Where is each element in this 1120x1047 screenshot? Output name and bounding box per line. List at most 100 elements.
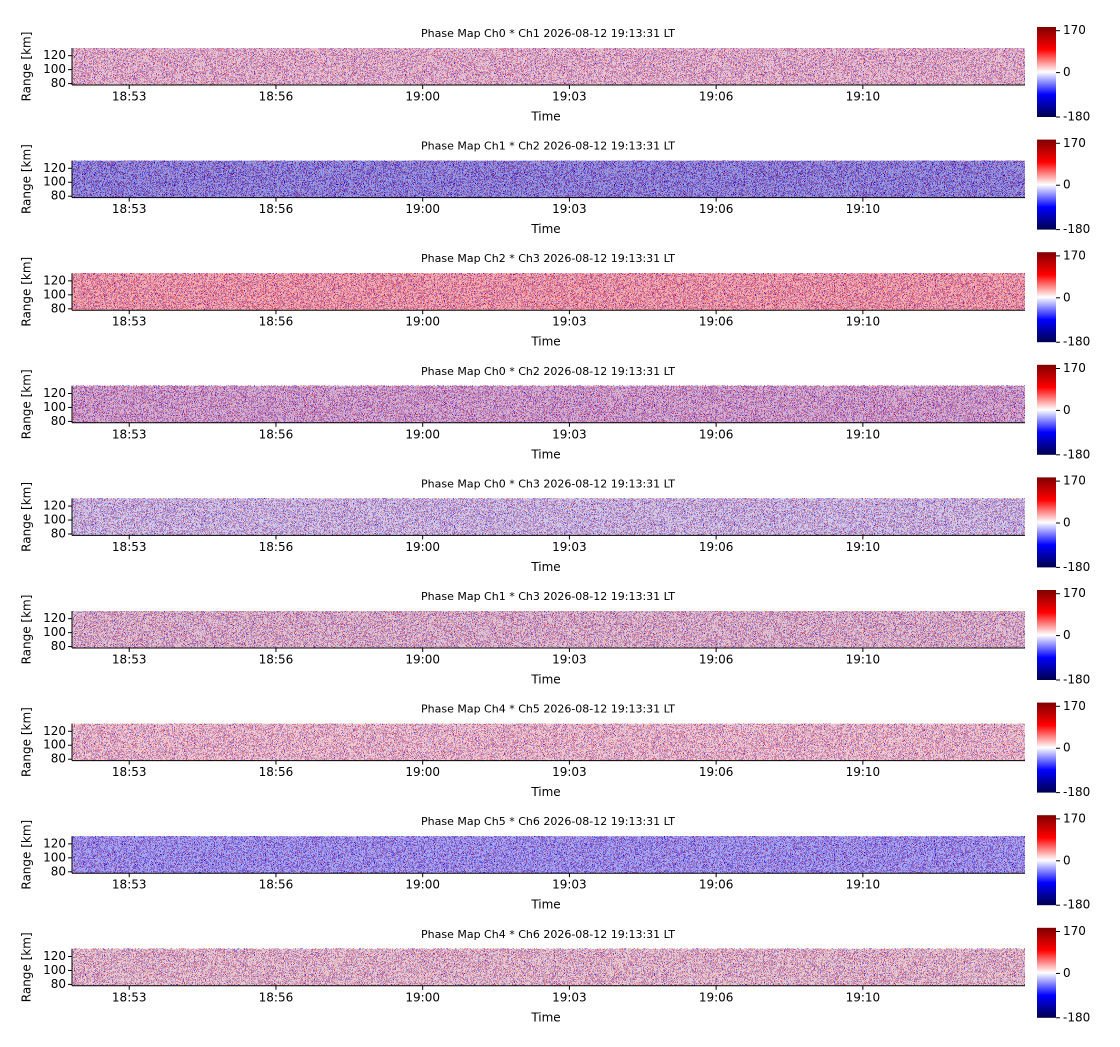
x-axis-label: Time: [530, 673, 560, 687]
y-tick-label: 80: [51, 189, 66, 203]
heatmap-noise: [72, 160, 1025, 198]
x-tick-label: 19:06: [699, 315, 734, 329]
colorbar-tick-label: 0: [1063, 516, 1071, 530]
x-tick-label: 19:10: [846, 427, 881, 441]
colorbar: [1037, 364, 1056, 455]
colorbar-tick-label: -180: [1063, 898, 1090, 912]
y-tick-label: 120: [43, 48, 66, 62]
x-tick-label: 19:00: [405, 540, 440, 554]
chart-title: Phase Map Ch0 * Ch3 2026-08-12 19:13:31 …: [421, 477, 675, 490]
x-tick-label: 18:56: [259, 202, 294, 216]
colorbar: [1037, 252, 1056, 343]
x-tick-label: 19:10: [846, 653, 881, 667]
colorbar-tick-label: 0: [1063, 403, 1071, 417]
colorbar-tick-label: -180: [1063, 785, 1090, 799]
colorbar-tick-label: 170: [1063, 361, 1086, 375]
colorbar-tick-label: 0: [1063, 628, 1071, 642]
y-tick-label: 120: [43, 611, 66, 625]
x-tick-label: 19:06: [699, 427, 734, 441]
chart-title: Phase Map Ch1 * Ch2 2026-08-12 19:13:31 …: [421, 140, 675, 153]
x-tick-label: 19:06: [699, 990, 734, 1004]
x-tick-label: 19:10: [846, 540, 881, 554]
x-tick-label: 18:53: [112, 90, 147, 104]
heatmap-tone: [72, 48, 1025, 85]
x-tick-label: 19:03: [552, 202, 587, 216]
heatmap-tone: [72, 498, 1025, 536]
y-tick-label: 100: [43, 62, 66, 76]
y-axis-label: Range [km]: [20, 595, 34, 665]
colorbar: [1037, 927, 1056, 1018]
y-tick-label: 100: [43, 175, 66, 189]
y-tick-label: 100: [43, 513, 66, 527]
y-axis-label: Range [km]: [20, 820, 34, 890]
y-axis-label: Range [km]: [20, 257, 34, 327]
y-tick-label: 120: [43, 836, 66, 850]
colorbar-tick-label: -180: [1063, 673, 1090, 687]
y-tick-label: 120: [43, 724, 66, 738]
x-tick-label: 18:53: [112, 540, 147, 554]
y-axis-label: Range [km]: [20, 932, 34, 1002]
colorbar: [1037, 139, 1056, 230]
x-tick-label: 19:00: [405, 90, 440, 104]
x-tick-label: 18:53: [112, 765, 147, 779]
heatmap-noise: [72, 611, 1025, 648]
colorbar-tick-label: -180: [1063, 560, 1090, 574]
x-tick-label: 18:56: [259, 653, 294, 667]
colorbar-tick-label: -180: [1063, 110, 1090, 124]
chart-title: Phase Map Ch1 * Ch3 2026-08-12 19:13:31 …: [421, 590, 675, 603]
y-tick-label: 80: [51, 527, 66, 541]
heatmap-tone: [72, 273, 1025, 311]
x-tick-label: 19:10: [846, 202, 881, 216]
x-tick-label: 18:56: [259, 90, 294, 104]
x-tick-label: 19:06: [699, 653, 734, 667]
y-tick-label: 80: [51, 864, 66, 878]
x-tick-label: 19:03: [552, 878, 587, 892]
chart-title: Phase Map Ch4 * Ch5 2026-08-12 19:13:31 …: [421, 703, 675, 716]
x-tick-label: 19:00: [405, 765, 440, 779]
y-tick-label: 120: [43, 499, 66, 513]
colorbar-tick-label: 170: [1063, 248, 1086, 262]
colorbar-tick-label: 0: [1063, 966, 1071, 980]
y-tick-label: 120: [43, 273, 66, 287]
x-tick-label: 18:56: [259, 765, 294, 779]
x-tick-label: 19:10: [846, 878, 881, 892]
x-tick-label: 18:56: [259, 990, 294, 1004]
y-axis-label: Range [km]: [20, 707, 34, 777]
x-tick-label: 18:53: [112, 878, 147, 892]
x-axis-label: Time: [530, 560, 560, 574]
heatmap-tone: [72, 836, 1025, 874]
colorbar: [1037, 27, 1056, 117]
y-axis-label: Range [km]: [20, 144, 34, 214]
heatmap-noise: [72, 948, 1025, 986]
colorbar-tick-label: 170: [1063, 699, 1086, 713]
chart-title: Phase Map Ch4 * Ch6 2026-08-12 19:13:31 …: [421, 928, 675, 941]
heatmap-tone: [72, 385, 1025, 423]
heatmap-noise: [72, 385, 1025, 423]
y-axis-label: Range [km]: [20, 369, 34, 439]
y-tick-label: 100: [43, 625, 66, 639]
colorbar-tick-label: 170: [1063, 811, 1086, 825]
x-tick-label: 18:56: [259, 315, 294, 329]
colorbar-tick-label: 170: [1063, 924, 1086, 938]
x-tick-label: 19:06: [699, 540, 734, 554]
chart-title: Phase Map Ch0 * Ch2 2026-08-12 19:13:31 …: [421, 365, 675, 378]
y-tick-label: 80: [51, 752, 66, 766]
x-tick-label: 19:06: [699, 202, 734, 216]
chart-title: Phase Map Ch0 * Ch1 2026-08-12 19:13:31 …: [421, 27, 675, 40]
colorbar-tick-label: -180: [1063, 335, 1090, 349]
x-tick-label: 19:10: [846, 765, 881, 779]
colorbar: [1037, 702, 1056, 793]
colorbar: [1037, 477, 1056, 568]
x-tick-label: 19:03: [552, 540, 587, 554]
x-tick-label: 19:03: [552, 653, 587, 667]
x-tick-label: 18:56: [259, 878, 294, 892]
y-tick-label: 120: [43, 161, 66, 175]
colorbar-tick-label: 170: [1063, 136, 1086, 150]
x-axis-label: Time: [530, 222, 560, 236]
y-tick-label: 100: [43, 963, 66, 977]
x-axis-label: Time: [530, 1010, 560, 1024]
colorbar-tick-label: 0: [1063, 741, 1071, 755]
x-tick-label: 18:53: [112, 202, 147, 216]
y-axis-label: Range [km]: [20, 482, 34, 552]
